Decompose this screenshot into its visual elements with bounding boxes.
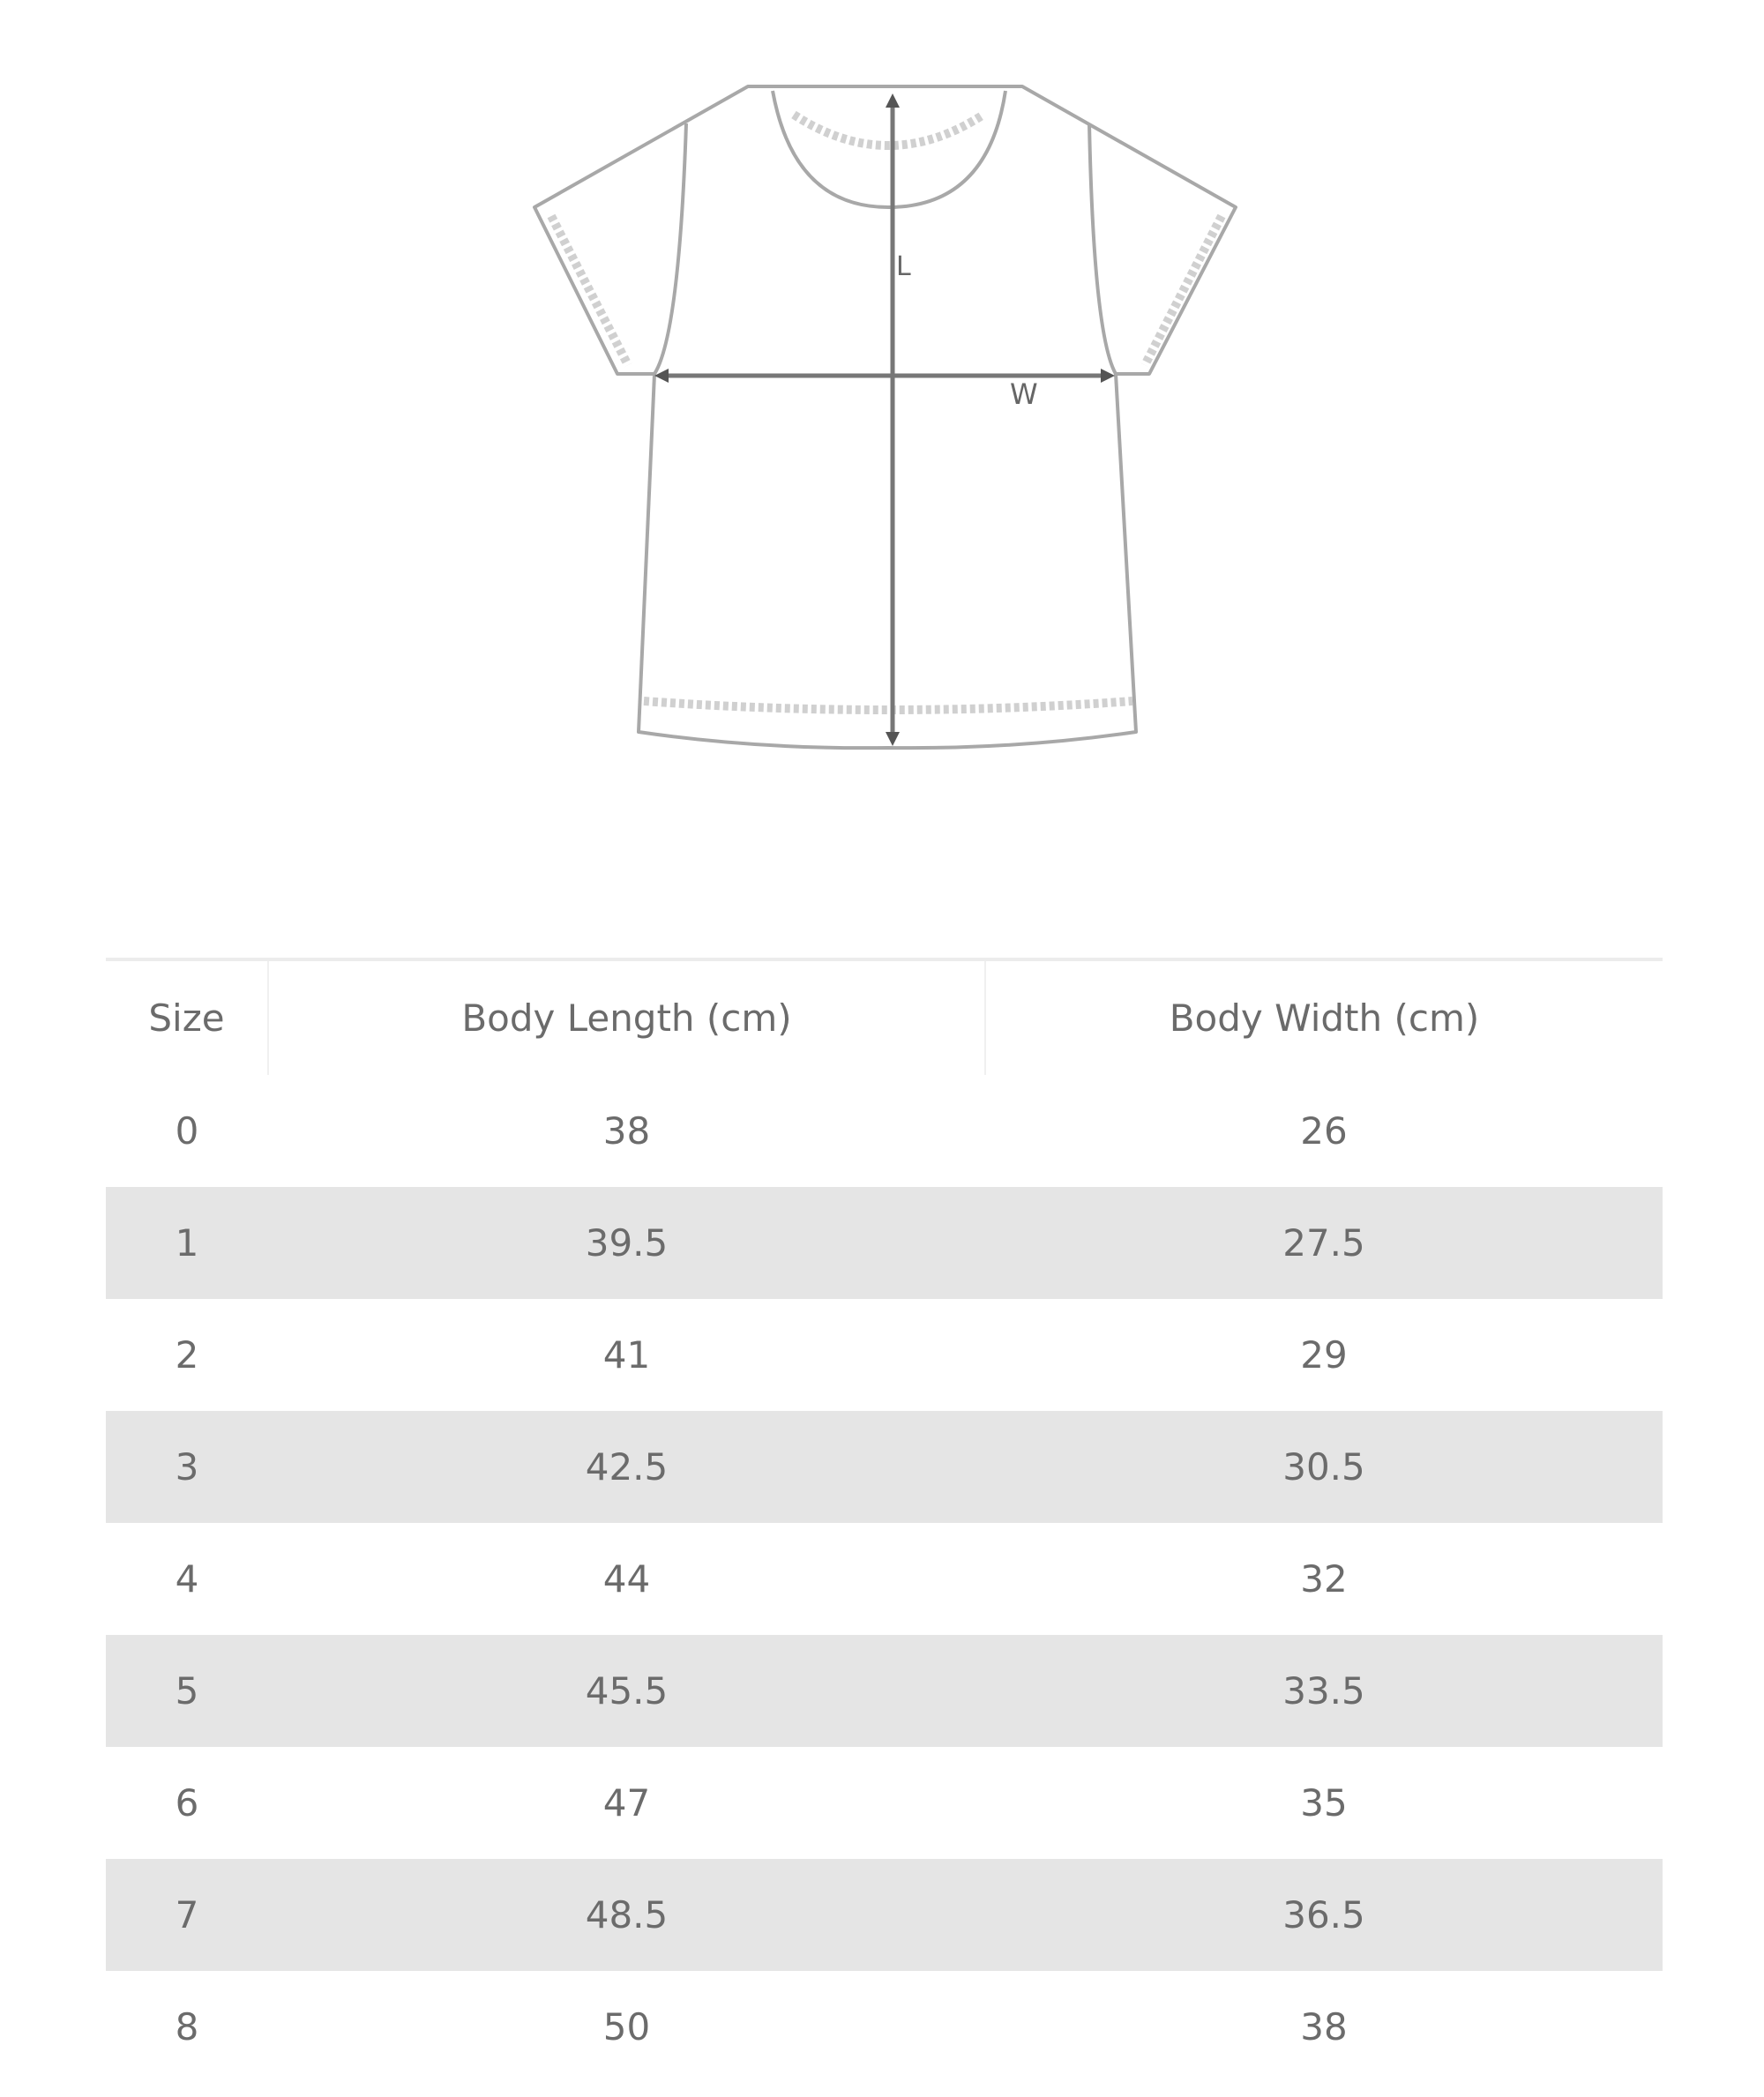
table-header-row: Size Body Length (cm) Body Width (cm)	[106, 959, 1663, 1075]
table-row: 6 47 35	[106, 1747, 1663, 1859]
cell-size: 7	[175, 1893, 199, 1937]
header-body-length: Body Length (cm)	[268, 959, 986, 1075]
width-label: W	[1010, 377, 1038, 411]
cell-body-length: 50	[602, 2005, 651, 2048]
cell-body-width: 36.5	[1282, 1893, 1365, 1937]
table-row: 3 42.5 30.5	[106, 1411, 1663, 1523]
cell-body-length: 39.5	[585, 1221, 669, 1265]
cell-body-length: 45.5	[585, 1669, 669, 1713]
header-size: Size	[106, 959, 269, 1075]
cell-body-width: 38	[1300, 2005, 1348, 2048]
width-arrow	[654, 369, 1115, 383]
cell-body-width: 29	[1300, 1333, 1348, 1377]
table-row: 7 48.5 36.5	[106, 1859, 1663, 1971]
cell-body-length: 44	[602, 1557, 651, 1601]
length-label: L	[896, 251, 911, 282]
cell-body-length: 42.5	[585, 1445, 669, 1489]
cell-size: 4	[175, 1557, 199, 1601]
cell-body-length: 48.5	[585, 1893, 669, 1937]
cell-size: 6	[175, 1781, 199, 1825]
cell-body-length: 38	[602, 1109, 651, 1153]
cell-size: 2	[175, 1333, 199, 1377]
size-chart-table: Size Body Length (cm) Body Width (cm) 0 3…	[106, 958, 1663, 2083]
cell-body-length: 41	[602, 1333, 651, 1377]
cell-body-width: 26	[1300, 1109, 1348, 1153]
cell-body-width: 30.5	[1282, 1445, 1365, 1489]
cell-body-length: 47	[602, 1781, 651, 1825]
cell-body-width: 32	[1300, 1557, 1348, 1601]
cell-size: 3	[175, 1445, 199, 1489]
tshirt-outline	[533, 85, 1237, 750]
table-row: 8 50 38	[106, 1971, 1663, 2083]
cell-size: 1	[175, 1221, 199, 1265]
cell-size: 0	[175, 1109, 199, 1153]
table-row: 5 45.5 33.5	[106, 1635, 1663, 1747]
cell-size: 8	[175, 2005, 199, 2048]
cell-body-width: 35	[1300, 1781, 1348, 1825]
tshirt-measurement-diagram: L W	[533, 85, 1237, 750]
header-body-width: Body Width (cm)	[1169, 996, 1480, 1040]
cell-body-width: 33.5	[1282, 1669, 1365, 1713]
table-row: 1 39.5 27.5	[106, 1187, 1663, 1299]
cell-body-width: 27.5	[1282, 1221, 1365, 1265]
table-row: 2 41 29	[106, 1299, 1663, 1411]
table-row: 4 44 32	[106, 1523, 1663, 1635]
length-arrow	[886, 93, 900, 746]
cell-size: 5	[175, 1669, 199, 1713]
table-row: 0 38 26	[106, 1075, 1663, 1187]
